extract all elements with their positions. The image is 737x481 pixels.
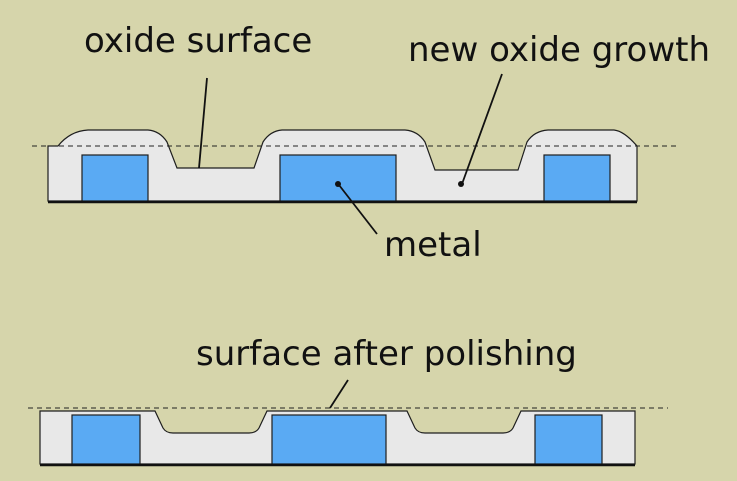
surface-after-polishing-label: surface after polishing [196,334,577,374]
metal-block-right [543,154,611,202]
metal-block-left [81,154,149,202]
new-oxide-growth-dot [458,181,464,187]
metal-block-left-after [71,414,141,465]
new-oxide-growth-label: new oxide growth [408,30,711,70]
after-polishing-stack [28,407,668,467]
before-polishing-stack [32,129,680,204]
surface-after-polishing-leader [329,379,349,409]
metal-block-right-after [534,414,603,465]
metal-block-center-after [271,414,387,465]
oxide-surface-leader [198,77,208,169]
new-oxide-growth-leader [461,73,503,185]
metal-block-center [279,154,397,202]
metal-label: metal [384,225,482,265]
oxide-surface-label: oxide surface [84,21,313,61]
metal-dot [335,181,341,187]
metal-leader [338,184,378,235]
